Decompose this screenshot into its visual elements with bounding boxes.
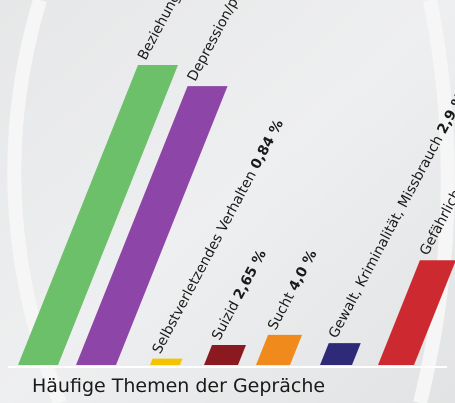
bar — [378, 260, 455, 365]
bar — [204, 345, 246, 365]
bar — [76, 86, 228, 365]
decor-arc — [413, 0, 455, 403]
bar — [320, 343, 361, 365]
bar — [18, 65, 178, 365]
chart-title: Häufige Themen der Gepräche — [32, 375, 325, 397]
bar — [256, 334, 303, 365]
bar — [150, 358, 183, 365]
